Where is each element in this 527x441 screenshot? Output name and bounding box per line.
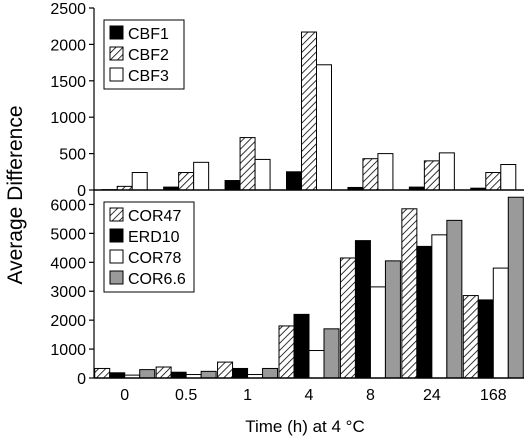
- bar-cbf1-1: [224, 180, 241, 191]
- bar-cbf3-0: [131, 172, 148, 191]
- y-tick-label: 0: [77, 371, 86, 388]
- legend-label: COR6.6: [128, 271, 186, 288]
- legend-swatch: [109, 46, 124, 61]
- bar-cbf2-0_5: [178, 172, 195, 191]
- bar-erd10-4: [293, 313, 310, 379]
- bar-cbf3-8: [377, 153, 394, 191]
- legend-label: CBF2: [128, 47, 169, 64]
- bar-erd10-24: [416, 245, 433, 379]
- y-tick-label: 3000: [50, 284, 86, 301]
- bar-cor6-6-168: [507, 196, 524, 379]
- bar-cor78-8: [369, 286, 386, 379]
- bar-erd10-168: [477, 299, 494, 379]
- bar-cor47-0_5: [155, 366, 172, 379]
- legend-label: ERD10: [128, 229, 180, 246]
- panel-2: 0 1000 2000 3000 4000 5000 6000 COR47 ERD10 COR78…: [50, 190, 524, 388]
- bar-cbf1-4: [286, 171, 302, 191]
- chart-panels: 0 500 1000 1500 2000 2500 CBF1 CBF2 CBF3 0 1000 200…: [50, 1, 524, 404]
- bar-cbf3-168: [500, 164, 517, 191]
- x-tick-label: 0.5: [175, 387, 197, 404]
- y-tick-label: 5000: [50, 226, 86, 243]
- bar-cbf3-4: [316, 64, 332, 191]
- bar-erd10-8: [354, 240, 371, 379]
- legend-label: COR78: [128, 250, 181, 267]
- bar-erd10-1: [232, 367, 249, 379]
- x-tick-label: 0: [120, 387, 129, 404]
- panel-1: 0 500 1000 1500 2000 2500 CBF1 CBF2 CBF3: [50, 1, 517, 200]
- bar-cbf3-1: [254, 158, 271, 191]
- bar-cbf2-4: [301, 31, 317, 191]
- bar-cor78-168: [492, 267, 509, 379]
- y-tick-label: 500: [59, 147, 86, 164]
- y-tick-label: 2500: [50, 1, 86, 18]
- legend-swatch: [109, 228, 124, 243]
- y-tick-label: 0: [77, 183, 86, 200]
- bar-cor78-24: [431, 234, 448, 379]
- bar-cor6-6-0_5: [200, 370, 217, 379]
- x-tick-label: 24: [423, 387, 441, 404]
- bar-cor47-4: [278, 325, 295, 379]
- legend-swatch: [109, 67, 124, 82]
- x-tick-label: 168: [480, 387, 507, 404]
- bar-cor47-168: [462, 295, 479, 379]
- bar-cor6-6-1: [262, 367, 279, 379]
- y-tick-label: 2000: [50, 313, 86, 330]
- bar-cor6-6-24: [446, 219, 463, 379]
- legend-swatch: [109, 249, 124, 264]
- legend-label: COR47: [128, 208, 181, 225]
- bar-cor47-24: [401, 208, 418, 379]
- bar-cor6-6-0: [139, 369, 156, 379]
- y-tick-label: 1500: [50, 74, 86, 91]
- bar-erd10-0_5: [170, 371, 187, 379]
- bar-cbf2-8: [362, 158, 379, 191]
- legend-label: CBF1: [128, 26, 169, 43]
- x-tick-label: 8: [366, 387, 375, 404]
- bar-cbf2-24: [423, 160, 440, 191]
- bar-erd10-0: [109, 372, 126, 379]
- legend-label: CBF3: [128, 68, 169, 85]
- y-tick-label: 1000: [50, 342, 86, 359]
- y-axis-label: Average Difference: [4, 105, 27, 284]
- x-tick-label: 1: [243, 387, 252, 404]
- y-tick-label: 2000: [50, 37, 86, 54]
- legend-swatch: [109, 270, 124, 285]
- bar-cor47-1: [217, 361, 234, 379]
- x-axis-label: Time (h) at 4 °C: [245, 417, 365, 436]
- y-tick-label: 1000: [50, 110, 86, 127]
- bar-cor47-0: [94, 367, 111, 379]
- x-tick-label: 4: [305, 387, 314, 404]
- bar-cbf2-168: [485, 172, 502, 191]
- legend-swatch: [109, 25, 124, 40]
- bar-cbf3-24: [438, 152, 455, 191]
- legend-swatch: [109, 207, 124, 222]
- bar-cor6-6-8: [384, 260, 401, 379]
- y-tick-label: 6000: [50, 197, 86, 214]
- y-tick-label: 4000: [50, 255, 86, 272]
- bar-cor6-6-4: [323, 328, 340, 379]
- bar-cor47-8: [339, 257, 356, 379]
- bar-cbf3-0_5: [193, 161, 210, 191]
- bar-cor78-4: [308, 350, 325, 379]
- bar-cbf2-1: [239, 137, 256, 191]
